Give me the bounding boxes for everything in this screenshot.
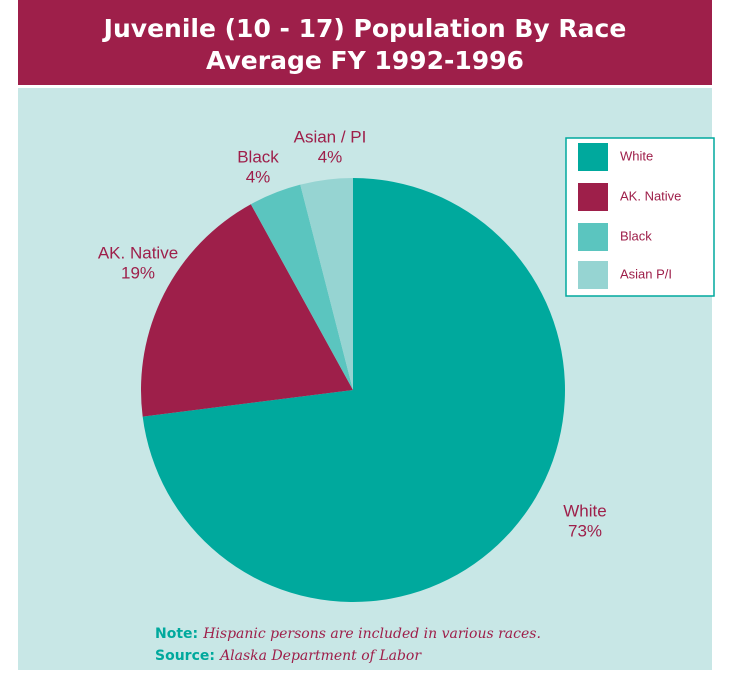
pie-slice [300,178,353,390]
chart-subtitle: Average FY 1992-1996 [206,46,524,75]
legend-swatch [578,183,608,211]
title-band [18,0,712,85]
legend-swatch [578,143,608,171]
slice-label: AK. Native [98,243,178,262]
pie-slice [141,204,353,417]
slice-value-label: 73% [568,521,602,540]
slice-label: Asian / PI [294,127,367,146]
slice-value-label: 4% [246,167,271,186]
pie-slice [250,184,353,390]
legend-label: Black [620,228,652,243]
source-label: Source: [155,648,215,664]
source: Source: Alaska Department of Labor [155,646,422,665]
chart-title: Juvenile (10 - 17) Population By Race [102,14,627,43]
slice-label: Black [237,147,279,166]
slice-label: White [563,501,606,520]
note-text: Hispanic persons are included in various… [202,626,541,642]
pie-slice [142,178,565,602]
slice-value-label: 4% [318,147,343,166]
source-text: Alaska Department of Labor [218,648,422,664]
legend-swatch [578,261,608,289]
legend-label: Asian P/I [620,266,672,281]
slice-value-label: 19% [121,263,155,282]
note: Note: Hispanic persons are included in v… [155,624,541,643]
legend-label: AK. Native [620,188,681,203]
note-label: Note: [155,626,198,642]
legend-label: White [620,148,653,163]
legend-swatch [578,223,608,251]
